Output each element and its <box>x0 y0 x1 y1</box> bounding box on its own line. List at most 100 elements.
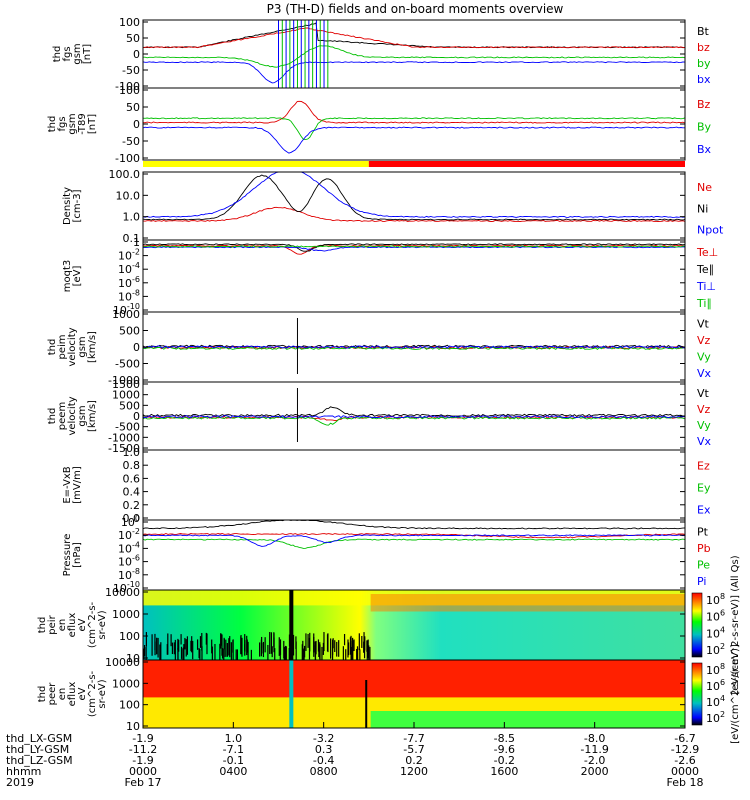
y-tick-label: 500 <box>119 399 140 412</box>
ion-eflux-noise <box>145 647 147 660</box>
ion-eflux-noise <box>288 647 290 660</box>
ion-eflux-noise <box>260 639 263 657</box>
series-Vz <box>142 415 686 422</box>
y-axis-title: velocity <box>67 327 78 366</box>
y-axis-title: peir <box>47 614 58 634</box>
y-tick-label: 10-6 <box>118 275 140 290</box>
x-hhmm-label: 0400 <box>219 765 247 778</box>
x-lz-label: -0.2 <box>494 754 515 767</box>
y-tick-label: 10-8 <box>118 567 140 582</box>
ion-eflux-noise <box>270 632 273 654</box>
series-Pe <box>142 538 686 549</box>
panel-frame <box>142 449 686 521</box>
legend-Vz: Vz <box>697 334 711 347</box>
legend-Pt: Pt <box>697 526 709 539</box>
y-axis-title: velocity <box>67 396 78 435</box>
panel-temperature: 110-210-410-610-810-10 moqt3 [eV] Te⊥ Te∥ Ti⊥… <box>62 236 718 317</box>
series-Ne <box>142 206 686 222</box>
ion-eflux-noise <box>331 639 334 656</box>
ion-eflux-noise <box>199 649 201 660</box>
ion-eflux-noise <box>284 645 287 660</box>
y-tick-label: 10-10 <box>113 302 140 317</box>
legend-Ti⊥: Ti⊥ <box>696 280 716 293</box>
y-axis-title: sr-eV) <box>97 610 108 639</box>
x-hhmm-label: 1200 <box>400 765 428 778</box>
y-axis-title: eV <box>77 618 88 631</box>
series-Bt <box>142 22 686 49</box>
ion-eflux-noise <box>143 645 146 657</box>
series-By <box>142 117 686 141</box>
panel-density-content <box>142 171 686 222</box>
legend-Pi: Pi <box>697 575 706 588</box>
ion-eflux-noise <box>201 632 203 651</box>
y-axis-title: (cm^2-s- <box>87 601 98 648</box>
ion-eflux-noise <box>347 642 350 656</box>
y-tick-label: 10-2 <box>118 527 140 542</box>
x-lz-label: -2.0 <box>584 754 605 767</box>
series-Te∥ <box>142 243 686 252</box>
y-axis-title: [km/s] <box>87 331 98 363</box>
ion-eflux-noise <box>343 633 346 646</box>
y-axis-title: thd <box>37 617 48 634</box>
y-tick-label: 10000 <box>105 586 140 599</box>
ion-eflux-noise <box>167 633 169 655</box>
panel-peer-eflux-content <box>143 660 685 728</box>
x-ly-label: -7.1 <box>223 743 244 756</box>
ion-eflux-noise <box>259 642 261 657</box>
panel-peem-velocity-content <box>142 388 686 442</box>
x-lz-label: 0.2 <box>405 754 423 767</box>
x-ly-label: -9.6 <box>494 743 515 756</box>
colorbar-tick-label: 102 <box>706 642 725 657</box>
y-axis-title: gsm <box>77 336 88 357</box>
colorbar-tick-label: 108 <box>706 592 725 607</box>
y-axis-title: thd <box>47 339 58 356</box>
ion-eflux-noise <box>151 634 153 656</box>
legend-bz: bz <box>697 41 710 54</box>
y-tick-label: 0 <box>133 118 140 131</box>
x-ly-label: 0.3 <box>315 743 333 756</box>
electron-eflux-green-band <box>370 711 685 728</box>
y-tick-label: 0.6 <box>123 472 141 485</box>
panel-efield: 1.00.80.60.40.20.0 E=-VxB [mV/m] Ez Ey Ex <box>62 446 711 525</box>
legend-Npot: Npot <box>697 224 724 237</box>
x-row-label: thd_LX-GSM <box>6 732 72 745</box>
ion-eflux-noise <box>232 640 234 653</box>
y-tick-label: 100 <box>119 630 140 643</box>
y-tick-label: 10 <box>126 720 140 733</box>
panel-fgs-content <box>142 20 686 88</box>
ion-eflux-noise <box>177 638 179 650</box>
x-lx-label: 1.0 <box>225 732 243 745</box>
y-tick-label: 10 <box>126 652 140 665</box>
y-tick-label: 100 <box>121 514 140 529</box>
x-date-label: Feb 18 <box>667 776 704 789</box>
y-tick-label: 1000 <box>112 608 140 621</box>
ion-eflux-noise <box>235 649 237 660</box>
series-Bx <box>142 126 685 154</box>
ion-eflux-noise <box>352 640 354 660</box>
y-tick-label: 1000 <box>112 677 140 690</box>
x-lz-label: -1.9 <box>132 754 153 767</box>
y-tick-label: 1000 <box>112 389 140 402</box>
y-tick-label: 50 <box>126 32 140 45</box>
y-tick-label: 1 <box>133 236 140 249</box>
ion-eflux-noise <box>201 646 203 660</box>
ion-eflux-noise <box>323 632 325 652</box>
legend-bx: bx <box>697 73 711 86</box>
series-bx <box>142 61 686 84</box>
electron-eflux-gap <box>365 680 368 728</box>
legend-Bt: Bt <box>697 25 710 38</box>
y-tick-label: 1.0 <box>123 211 141 224</box>
x-hhmm-label: 0000 <box>671 765 699 778</box>
colorbar-label: [eV/(cm^2-s-sr-eV)] <box>730 644 741 744</box>
series-Vy <box>142 416 686 426</box>
ion-eflux-noise <box>228 638 230 656</box>
y-axis-title: eV <box>77 687 88 700</box>
series-Pb <box>142 533 686 539</box>
panel-fgs-dt-content <box>142 100 686 154</box>
ion-eflux-noise <box>330 638 332 659</box>
ion-eflux-noise <box>180 634 182 645</box>
y-axis-title: en <box>57 619 68 632</box>
mode-bar-segment <box>368 161 685 167</box>
y-tick-label: 0.1 <box>123 232 141 245</box>
